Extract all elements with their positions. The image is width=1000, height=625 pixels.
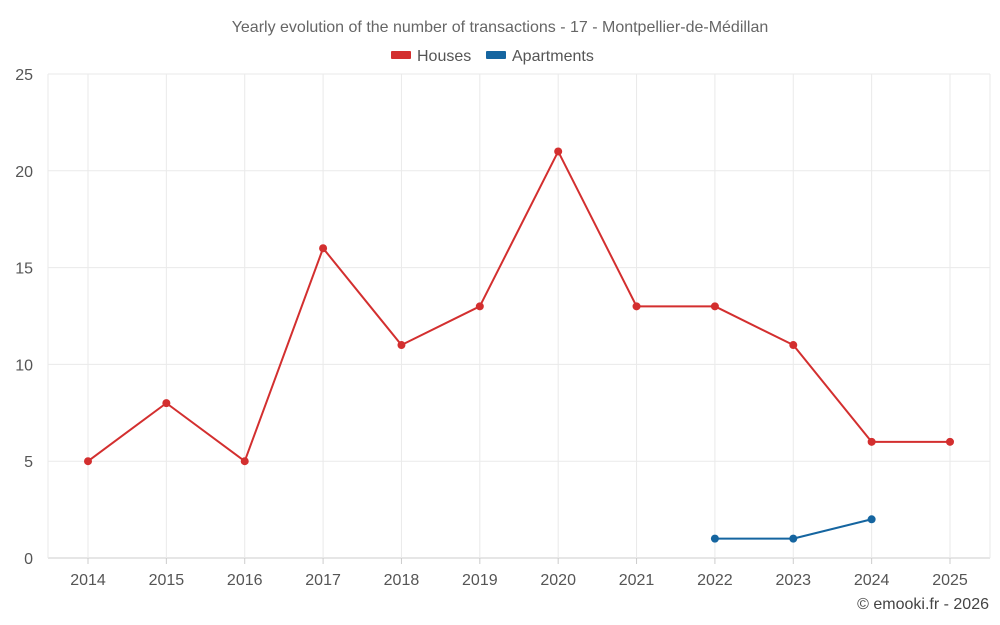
y-tick-label: 15	[15, 261, 33, 278]
series-line-houses	[87, 150, 950, 463]
data-point-houses[interactable]	[475, 302, 484, 311]
x-tick-label: 2024	[854, 572, 890, 589]
x-tick-label: 2022	[697, 572, 733, 589]
legend-item-houses[interactable]: Houses	[391, 48, 471, 65]
y-tick-label: 5	[24, 454, 33, 471]
x-tick-label: 2017	[305, 572, 341, 589]
legend-swatch-apartments	[486, 51, 506, 59]
data-point-apartments[interactable]	[789, 534, 798, 543]
data-point-apartments[interactable]	[867, 515, 876, 524]
x-tick-label: 2018	[384, 572, 420, 589]
data-point-houses[interactable]	[632, 302, 641, 311]
x-tick-label: 2016	[227, 572, 263, 589]
data-point-houses[interactable]	[946, 437, 954, 446]
data-point-houses[interactable]	[162, 399, 171, 408]
x-tick-label: 2025	[932, 572, 968, 589]
legend-label-houses: Houses	[417, 48, 471, 65]
data-point-houses[interactable]	[867, 437, 876, 446]
chart-title: Yearly evolution of the number of transa…	[232, 19, 769, 36]
y-tick-label: 25	[15, 67, 33, 84]
credit-text: © emooki.fr - 2026	[857, 596, 989, 613]
y-tick-label: 10	[15, 357, 33, 374]
legend-swatch-houses	[391, 51, 411, 59]
data-point-houses[interactable]	[397, 341, 406, 350]
legend-item-apartments[interactable]: Apartments	[486, 48, 594, 65]
x-tick-label: 2014	[70, 572, 106, 589]
data-point-houses[interactable]	[554, 147, 563, 156]
data-point-houses[interactable]	[319, 244, 328, 253]
data-point-houses[interactable]	[789, 341, 798, 350]
series-apartments	[710, 515, 876, 543]
data-point-houses[interactable]	[240, 457, 249, 466]
x-tick-label: 2015	[149, 572, 185, 589]
data-point-apartments[interactable]	[710, 534, 719, 543]
data-point-houses[interactable]	[84, 457, 92, 466]
y-tick-label: 0	[24, 551, 33, 568]
y-gridlines	[47, 73, 991, 559]
legend: Houses Apartments	[391, 48, 594, 65]
x-tick-label: 2023	[775, 572, 811, 589]
y-axis-labels: 0 5 10 15 20 25	[15, 67, 33, 568]
data-point-houses[interactable]	[710, 302, 719, 311]
x-tick-label: 2021	[619, 572, 655, 589]
y-tick-label: 20	[15, 164, 33, 181]
x-axis-labels: 2014 2015 2016 2017 2018 2019 2020 2021 2022 2023…	[70, 572, 968, 589]
series-layer	[84, 147, 954, 543]
x-tick-label: 2020	[540, 572, 576, 589]
series-houses	[84, 147, 954, 466]
x-gridlines	[87, 74, 951, 564]
x-tick-label: 2019	[462, 572, 498, 589]
legend-label-apartments: Apartments	[512, 48, 594, 65]
